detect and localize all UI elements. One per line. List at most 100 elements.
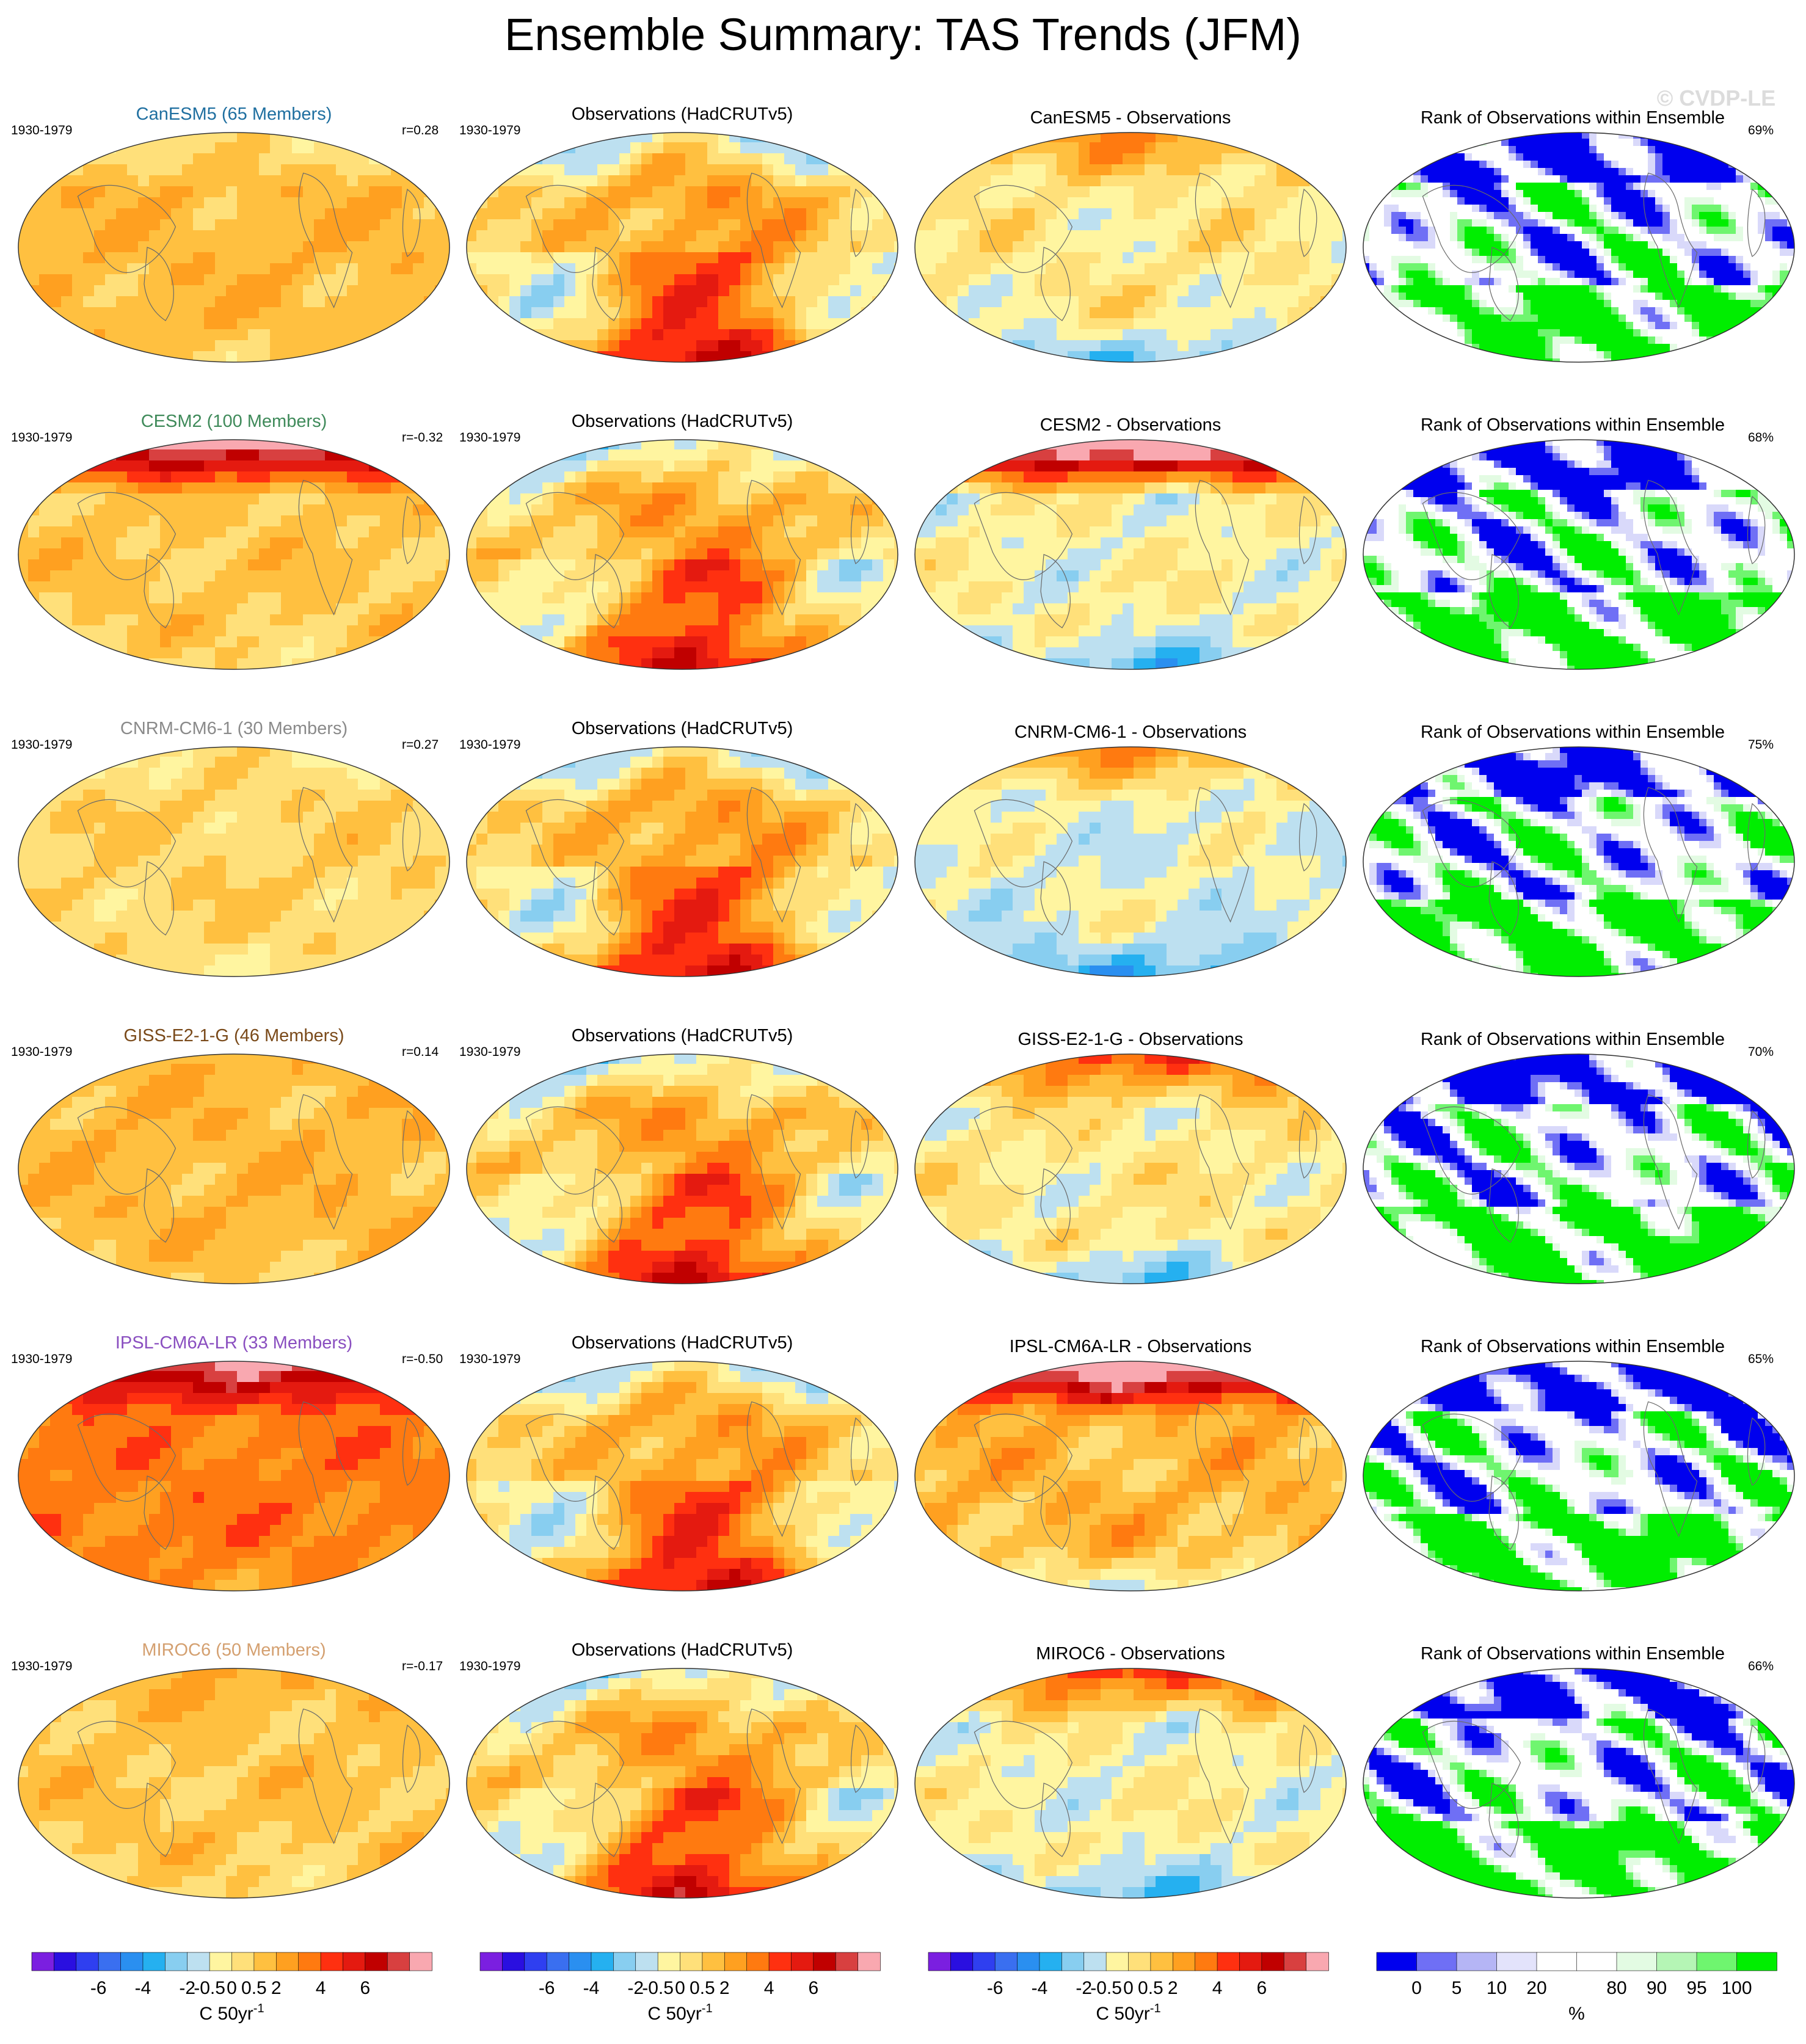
rank-panel-title: Rank of Observations within Ensemble (1421, 415, 1725, 435)
colorbar-tick-label: 2 (1168, 1978, 1178, 1998)
colorbar-tick-label: 0 (1123, 1978, 1134, 1998)
colorbar-swatch (995, 1952, 1018, 1971)
colorbar-swatch (1617, 1952, 1657, 1971)
rank-map (1362, 131, 1796, 363)
colorbar-tick-label: 0.5 (1138, 1978, 1163, 1998)
colorbar-tick-label: 6 (1256, 1978, 1267, 1998)
diff-panel-title: IPSL-CM6A-LR - Observations (1010, 1337, 1251, 1357)
colorbar-tick-label: -2 (627, 1978, 644, 1998)
colorbar-swatch (1697, 1952, 1737, 1971)
colorbar-tick-label: -2 (179, 1978, 195, 1998)
colorbar-swatch (547, 1952, 569, 1971)
colorbar-tick-label: 0 (675, 1978, 685, 1998)
colorbar-swatch (1239, 1952, 1262, 1971)
obs-map (465, 1053, 899, 1285)
rank-panel-title: Rank of Observations within Ensemble (1421, 722, 1725, 743)
colorbar-swatch (1737, 1952, 1777, 1971)
colorbar-tick-label: 20 (1526, 1978, 1546, 1998)
model-map (17, 1053, 451, 1285)
colorbar-tick-label: 4 (764, 1978, 774, 1998)
colorbar-swatch (1377, 1952, 1417, 1971)
colorbar-tick-label: -0.5 (194, 1978, 225, 1998)
colorbar-swatch (299, 1952, 321, 1971)
colorbar-swatch (410, 1952, 432, 1971)
colorbar-swatch (814, 1952, 836, 1971)
model-panel-title: MIROC6 (50 Members) (142, 1640, 326, 1660)
diff-map (914, 1360, 1347, 1592)
colorbar-tick-label: 0.5 (690, 1978, 715, 1998)
colorbar-swatch (1577, 1952, 1617, 1971)
colorbar-swatch (1195, 1952, 1218, 1971)
colorbar-swatch (121, 1952, 144, 1971)
colorbar-swatch (680, 1952, 703, 1971)
colorbar-tick-label: -4 (1032, 1978, 1048, 1998)
colorbar-tick-label: 2 (719, 1978, 730, 1998)
colorbar-tick-label: 95 (1686, 1978, 1706, 1998)
colorbar-swatch (209, 1952, 232, 1971)
colorbar-swatch (769, 1952, 792, 1971)
diff-panel-title: CNRM-CM6-1 - Observations (1014, 722, 1247, 743)
colorbar-swatch (525, 1952, 547, 1971)
diff-map (914, 1667, 1347, 1899)
colorbar-unit-label: % (1568, 2004, 1585, 2024)
rank-map (1362, 1667, 1796, 1899)
model-panel-title: IPSL-CM6A-LR (33 Members) (115, 1333, 352, 1353)
model-map (17, 746, 451, 978)
rank-panel-title: Rank of Observations within Ensemble (1421, 1030, 1725, 1050)
colorbar-swatch (98, 1952, 121, 1971)
rank-map (1362, 1360, 1796, 1592)
colorbar-swatch (928, 1952, 951, 1971)
colorbar-unit-label: C 50yr-1 (199, 2002, 264, 2024)
model-map (17, 438, 451, 671)
page-title: Ensemble Summary: TAS Trends (JFM) (0, 9, 1806, 60)
diff-map (914, 1053, 1347, 1285)
colorbar-swatch (1217, 1952, 1240, 1971)
model-panel-title: CNRM-CM6-1 (30 Members) (120, 719, 348, 739)
colorbar-swatch (480, 1952, 503, 1971)
colorbar-swatch (232, 1952, 255, 1971)
colorbar-swatch (1084, 1952, 1107, 1971)
obs-panel-title: Observations (HadCRUTv5) (572, 412, 793, 432)
model-panel-title: CanESM5 (65 Members) (136, 104, 332, 125)
colorbar-tick-label: -0.5 (642, 1978, 674, 1998)
model-panel-title: CESM2 (100 Members) (141, 412, 327, 432)
diff-panel-title: CESM2 - Observations (1040, 415, 1222, 435)
colorbar-tick-label: 80 (1606, 1978, 1626, 1998)
rank-panel-title: Rank of Observations within Ensemble (1421, 1644, 1725, 1664)
colorbar-swatch (636, 1952, 658, 1971)
colorbar-tick-label: -2 (1076, 1978, 1092, 1998)
obs-map (465, 438, 899, 671)
colorbar-unit-label: C 50yr-1 (1096, 2002, 1160, 2024)
colorbar-swatch (613, 1952, 636, 1971)
colorbar-swatch (502, 1952, 525, 1971)
colorbar-swatch (1657, 1952, 1697, 1971)
colorbar-tick-label: 4 (316, 1978, 326, 1998)
colorbar-swatch (54, 1952, 76, 1971)
colorbar-swatch (321, 1952, 343, 1971)
model-map (17, 1667, 451, 1899)
colorbar-swatch (950, 1952, 973, 1971)
model-map (17, 1360, 451, 1592)
colorbar-tick-label: -4 (135, 1978, 151, 1998)
colorbar-tick-label: 90 (1647, 1978, 1667, 1998)
colorbar-unit-label: C 50yr-1 (647, 2002, 712, 2024)
colorbar-tick-label: 6 (808, 1978, 818, 1998)
colorbar-tick-label: -6 (987, 1978, 1003, 1998)
diff-panel-title: CanESM5 - Observations (1030, 108, 1231, 128)
colorbar-swatch (724, 1952, 747, 1971)
colorbar-swatch (343, 1952, 365, 1971)
diff-map (914, 438, 1347, 671)
obs-map (465, 131, 899, 363)
colorbar-swatch (1417, 1952, 1457, 1971)
colorbar-swatch (254, 1952, 277, 1971)
obs-panel-title: Observations (HadCRUTv5) (572, 1640, 793, 1660)
obs-panel-title: Observations (HadCRUTv5) (572, 1026, 793, 1046)
obs-map (465, 1360, 899, 1592)
colorbar-swatch (1106, 1952, 1129, 1971)
rank-map (1362, 746, 1796, 978)
rank-map (1362, 1053, 1796, 1285)
colorbar-swatch (836, 1952, 858, 1971)
colorbar-swatch (1306, 1952, 1329, 1971)
